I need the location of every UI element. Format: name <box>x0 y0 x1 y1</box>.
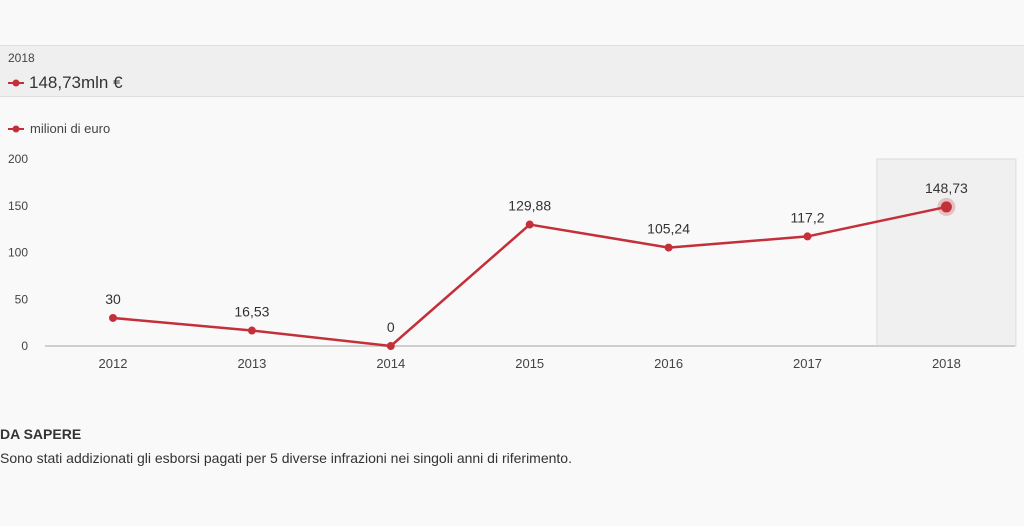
data-point <box>247 326 256 335</box>
x-tick-label: 2017 <box>793 356 822 371</box>
note-section: DA SAPERE Sono stati addizionati gli esb… <box>0 426 572 466</box>
y-tick-label: 0 <box>21 339 28 353</box>
highlight-band <box>876 158 1017 347</box>
x-tick-label: 2014 <box>376 356 405 371</box>
legend-label: milioni di euro <box>30 121 111 136</box>
data-point <box>803 232 812 241</box>
y-tick-label: 100 <box>8 246 28 260</box>
x-tick-label: 2015 <box>515 356 544 371</box>
data-label: 0 <box>387 319 395 335</box>
note-title: DA SAPERE <box>0 426 82 442</box>
data-point <box>940 201 952 213</box>
x-tick-label: 2016 <box>654 356 683 371</box>
data-point <box>525 220 534 229</box>
tooltip-year: 2018 <box>8 51 35 65</box>
legend-marker-icon <box>8 125 24 132</box>
chart-legend[interactable]: milioni di euro <box>8 121 110 136</box>
data-point <box>386 342 395 350</box>
data-label: 16,53 <box>234 304 269 320</box>
data-label: 129,88 <box>508 198 551 214</box>
note-text: Sono stati addizionati gli esborsi pagat… <box>0 450 572 466</box>
x-tick-label: 2018 <box>932 356 961 371</box>
data-point <box>664 243 673 252</box>
y-tick-label: 50 <box>15 292 29 306</box>
data-label: 105,24 <box>647 221 690 237</box>
series-marker-icon <box>8 79 24 87</box>
data-label: 148,73 <box>925 180 968 196</box>
y-tick-label: 200 <box>8 152 28 166</box>
data-label: 117,2 <box>791 209 825 225</box>
tooltip-value-row: 148,73mln € <box>8 73 123 93</box>
x-tick-label: 2013 <box>237 356 266 371</box>
tooltip-value: 148,73mln € <box>29 73 123 92</box>
x-tick-label: 2012 <box>99 356 128 371</box>
data-label: 30 <box>105 291 121 307</box>
tooltip-bar: 2018 148,73mln € <box>0 45 1024 97</box>
line-chart: 0 50 100 150 200 2012 2013 2014 2015 2016 2017 2018… <box>8 152 1017 371</box>
data-point <box>109 313 117 322</box>
y-tick-label: 150 <box>8 199 28 213</box>
